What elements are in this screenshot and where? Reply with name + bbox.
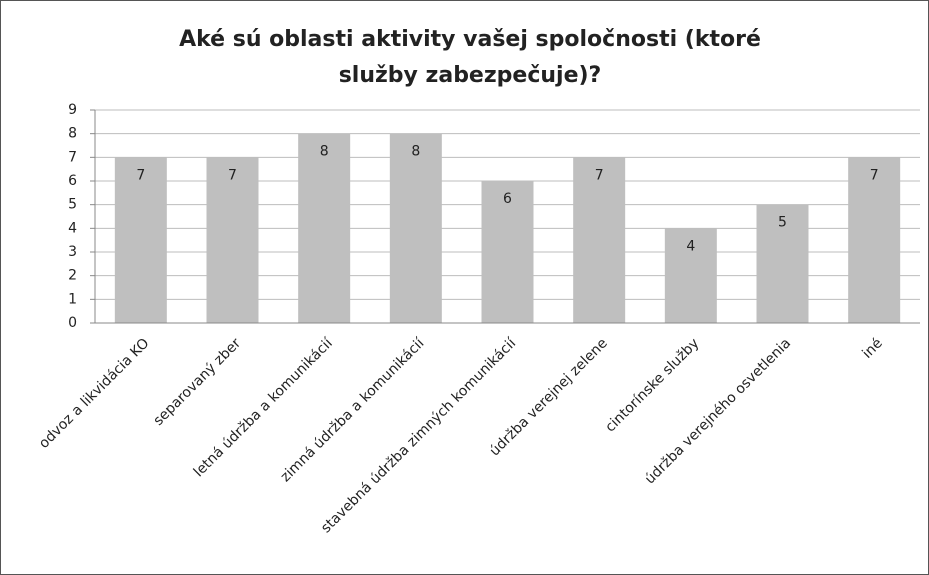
bar — [389, 133, 442, 323]
y-tick-label: 8 — [68, 126, 77, 142]
data-label: 4 — [686, 238, 695, 254]
y-tick-label: 5 — [68, 197, 77, 213]
y-tick-label: 4 — [68, 220, 77, 236]
y-tick-label: 1 — [68, 291, 77, 307]
data-label: 8 — [320, 144, 329, 160]
bar — [756, 204, 809, 323]
y-tick-label: 0 — [68, 315, 77, 331]
y-tick-label: 6 — [68, 173, 77, 189]
bar — [298, 133, 351, 323]
bar — [664, 228, 717, 323]
y-tick-label: 9 — [68, 102, 77, 118]
bar — [206, 157, 259, 323]
bar — [114, 157, 167, 323]
data-label: 7 — [595, 167, 604, 183]
data-label: 7 — [870, 167, 879, 183]
y-tick-label: 7 — [68, 149, 77, 165]
y-tick-label: 3 — [68, 244, 77, 260]
y-tick-label: 2 — [68, 268, 77, 284]
data-label: 7 — [228, 167, 237, 183]
bar — [848, 157, 901, 323]
bar — [573, 157, 626, 323]
data-label: 7 — [136, 167, 145, 183]
data-label: 5 — [778, 215, 787, 231]
data-label: 6 — [503, 191, 512, 207]
bar — [481, 181, 534, 323]
chart-title: Aké sú oblasti aktivity vašej spoločnost… — [179, 27, 761, 88]
data-label: 8 — [411, 144, 420, 160]
